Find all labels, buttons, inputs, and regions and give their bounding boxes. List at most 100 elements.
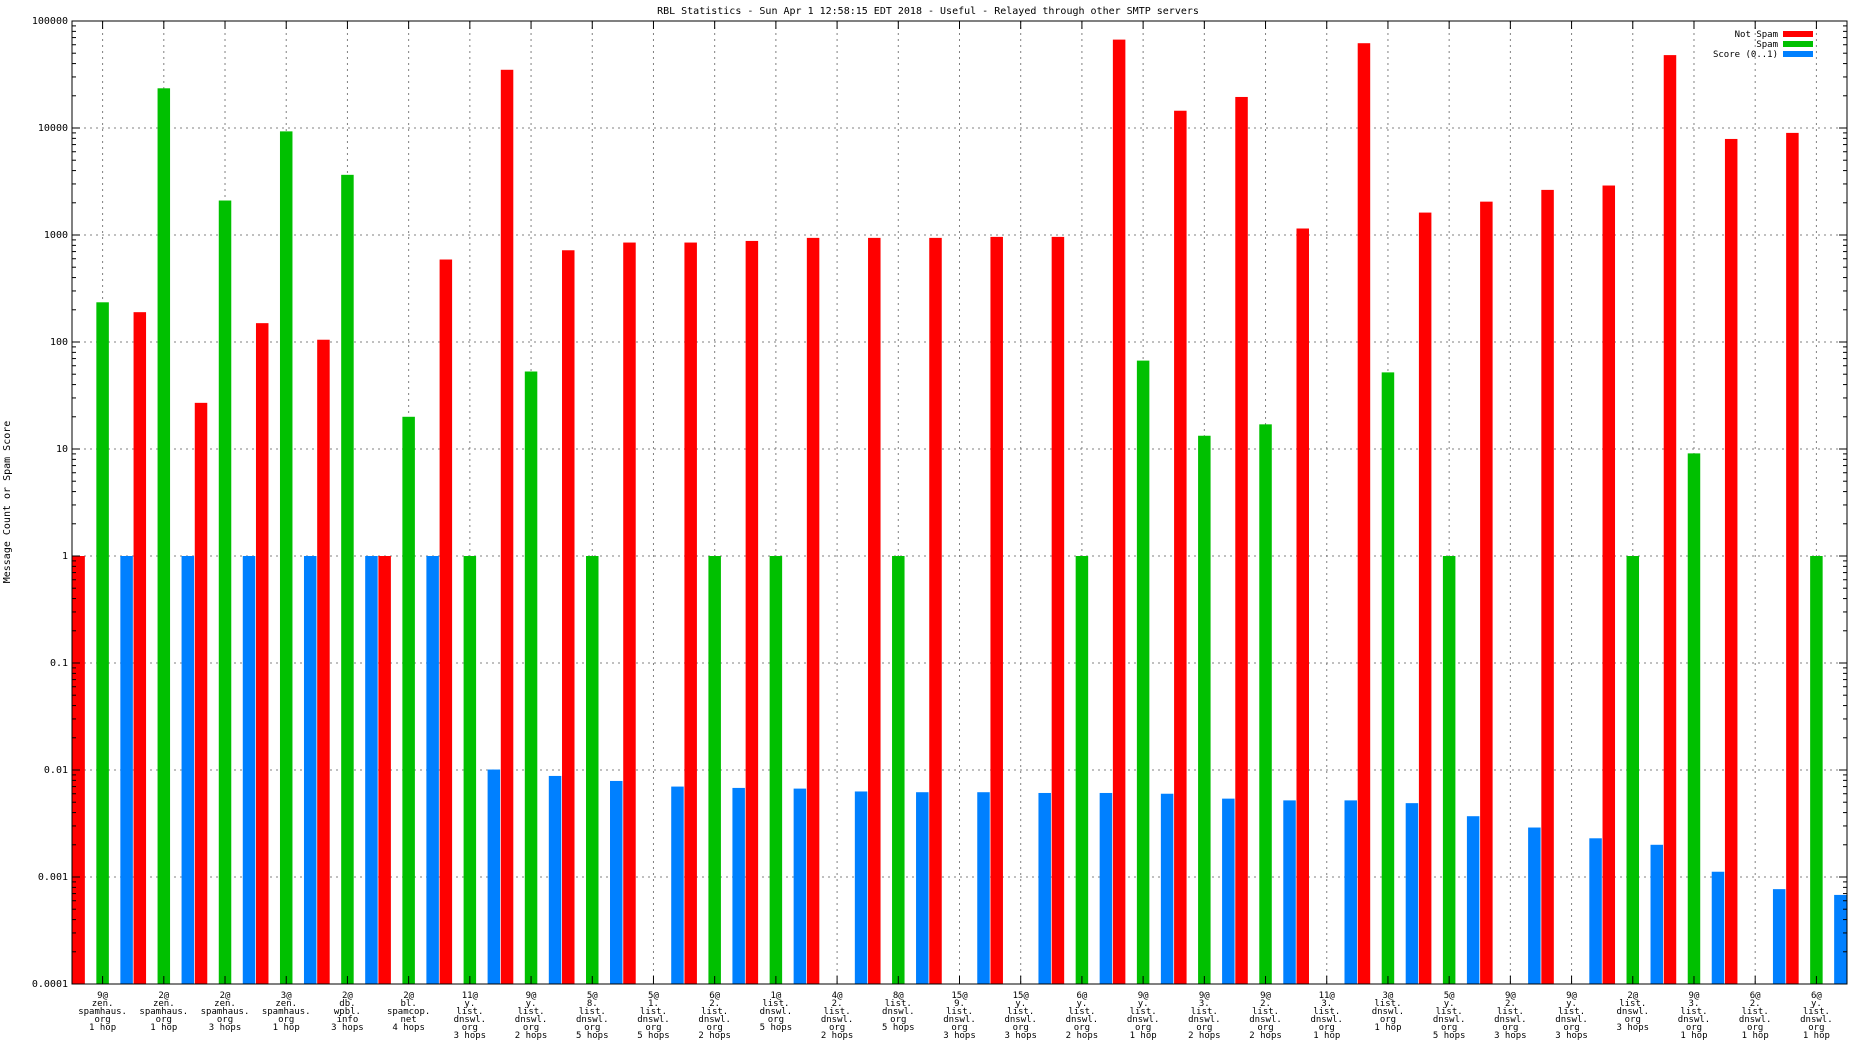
y-tick-label: 10 — [56, 444, 68, 455]
x-tick-label-line: org — [156, 1015, 172, 1025]
x-tick-label-line: dnswl. — [760, 1007, 793, 1017]
x-tick-label-line: zen. — [92, 999, 114, 1009]
x-tick-label-line: y. — [1811, 999, 1822, 1009]
x-tick-label-line: list. — [824, 1007, 851, 1017]
x-tick-label-line: list. — [1680, 1007, 1707, 1017]
x-tick-label-line: 1 hop — [1313, 1031, 1340, 1041]
x-tick-label-line: 2@ — [342, 991, 353, 1001]
bar-not-spam — [1724, 138, 1738, 984]
x-tick-label-line: 1 hop — [1803, 1031, 1830, 1041]
bar-spam — [524, 371, 538, 985]
bar-score-0-1 — [487, 769, 501, 984]
x-tick-label-line: org — [1074, 1023, 1090, 1033]
y-tick-label: 1 — [62, 551, 68, 562]
bar-spam — [586, 556, 599, 984]
x-tick-label-line: dnswl. — [1617, 1007, 1650, 1017]
x-tick-label-line: list. — [1803, 1007, 1830, 1017]
bar-score-0-1 — [426, 556, 439, 984]
plot-border — [71, 20, 1848, 985]
x-tick-label-line: org — [768, 1015, 784, 1025]
bar-score-0-1 — [671, 786, 684, 984]
bar-score-0-1 — [1099, 792, 1113, 984]
x-tick-label-line: list. — [762, 999, 789, 1009]
x-tick-label-line: dnswl. — [1494, 1015, 1527, 1025]
x-tick-label-line: org — [1013, 1023, 1029, 1033]
x-tick-label-line: 3 hops — [1004, 1031, 1037, 1041]
bar-score-0-1 — [1466, 816, 1480, 984]
bar-spam — [1381, 372, 1395, 984]
bar-spam — [279, 131, 293, 985]
bar-spam — [341, 174, 354, 985]
x-tick-label-line: list. — [1497, 1007, 1524, 1017]
x-tick-label: 9@ 3. list. dnswl. org 2 hops — [1188, 991, 1221, 1041]
x-tick-label-line: org — [1686, 1023, 1702, 1033]
bar-spam — [769, 556, 783, 984]
x-tick-label: 6@ y. list. dnswl. org 2 hops — [1066, 991, 1099, 1041]
x-tick-label-line: 6@ — [1076, 991, 1087, 1001]
x-tick-label-line: org — [1625, 1015, 1641, 1025]
x-tick-label-line: list. — [1313, 1007, 1340, 1017]
x-tick-label-line: 2@ — [158, 991, 169, 1001]
x-tick-label-line: 5 hops — [760, 1023, 793, 1033]
bar-not-spam — [1786, 132, 1799, 984]
x-tick-label-line: 1@ — [770, 991, 781, 1001]
x-tick-label-line: 3. — [1689, 999, 1700, 1009]
x-tick-label-line: 3. — [1199, 999, 1210, 1009]
x-tick-label-line: dnswl. — [515, 1015, 548, 1025]
x-tick-label-line: 9@ — [526, 991, 537, 1001]
bar-score-0-1 — [1772, 889, 1786, 984]
x-tick-label-line: 3@ — [1383, 991, 1394, 1001]
x-tick-label: 8@ list. dnswl. org 5 hops — [882, 991, 915, 1033]
x-tick-label-line: list. — [1558, 1007, 1585, 1017]
x-tick-label-line: 1 hop — [1680, 1031, 1707, 1041]
legend-label: Not Spam — [1735, 30, 1778, 40]
x-tick-label-line: 1 hop — [273, 1023, 300, 1033]
x-tick-label-line: org — [645, 1023, 661, 1033]
x-tick-label-line: org — [829, 1023, 845, 1033]
x-tick-label: 9@ 2. list. dnswl. org 3 hops — [1494, 991, 1527, 1041]
bar-score-0-1 — [242, 556, 256, 984]
x-tick-label-line: 2 hops — [1249, 1031, 1282, 1041]
x-tick-label-line: 9. — [954, 999, 965, 1009]
bar-score-0-1 — [1711, 871, 1725, 984]
x-tick-label-line: 3. — [1321, 999, 1332, 1009]
bar-score-0-1 — [181, 556, 195, 984]
bar-not-spam — [378, 556, 391, 984]
bar-spam — [218, 200, 232, 985]
x-tick-label-line: list. — [1007, 1007, 1034, 1017]
bar-spam — [1259, 424, 1272, 984]
x-tick-label-line: dnswl. — [943, 1015, 976, 1025]
y-tick-label: 100000 — [32, 16, 68, 27]
x-tick-label-line: spamhaus. — [262, 1007, 311, 1017]
x-tick-label: 9@ zen. spamhaus. org 1 hop — [78, 991, 127, 1033]
x-tick-label-line: 3 hops — [454, 1031, 487, 1041]
x-tick-label-line: 15@ — [951, 991, 968, 1001]
x-tick-label-line: zen. — [153, 999, 175, 1009]
x-tick-label-line: dnswl. — [821, 1015, 854, 1025]
bar-score-0-1 — [1589, 838, 1602, 984]
x-tick-label-line: 2 hops — [1188, 1031, 1221, 1041]
y-tick-label: 1000 — [44, 230, 68, 241]
x-tick-label-line: 2 hops — [1066, 1031, 1099, 1041]
x-tick-label-line: info — [337, 1015, 359, 1025]
bar-score-0-1 — [303, 556, 317, 984]
x-tick-label-line: list. — [946, 1007, 973, 1017]
x-tick-label-line: 5 hops — [882, 1023, 915, 1033]
x-tick-label-line: dnswl. — [1188, 1015, 1221, 1025]
x-tick-label-line: 5 hops — [637, 1031, 670, 1041]
x-tick-label-line: org — [1257, 1023, 1273, 1033]
x-tick-label-line: 9@ — [1138, 991, 1149, 1001]
x-tick-label-line: y. — [1076, 999, 1087, 1009]
x-tick-label-line: zen. — [275, 999, 297, 1009]
x-tick-label-line: 1 hop — [1130, 1031, 1157, 1041]
x-tick-label-line: list. — [885, 999, 912, 1009]
bar-not-spam — [133, 312, 147, 985]
x-tick-label-line: 11@ — [462, 991, 479, 1001]
x-tick-label-line: dnswl. — [1004, 1015, 1037, 1025]
x-tick-label-line: list. — [518, 1007, 545, 1017]
x-tick-label-line: 1. — [648, 999, 659, 1009]
x-tick-label-line: 2. — [832, 999, 843, 1009]
bar-not-spam — [868, 237, 881, 985]
y-tick-label: 10000 — [38, 123, 68, 134]
x-tick-label-line: y. — [1138, 999, 1149, 1009]
